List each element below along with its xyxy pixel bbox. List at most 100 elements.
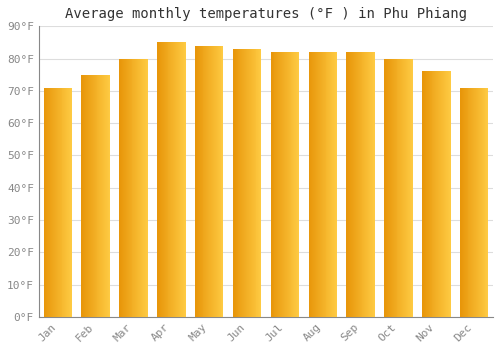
Bar: [92, 75, 94, 317]
Bar: [403, 58, 404, 317]
Bar: [391, 58, 392, 317]
Bar: [107, 75, 108, 317]
Bar: [243, 49, 244, 317]
Bar: [448, 71, 450, 317]
Bar: [335, 52, 336, 317]
Bar: [319, 52, 320, 317]
Bar: [92, 75, 93, 317]
Bar: [119, 58, 120, 317]
Bar: [143, 58, 144, 317]
Bar: [127, 58, 128, 317]
Bar: [480, 88, 481, 317]
Bar: [283, 52, 284, 317]
Bar: [351, 52, 352, 317]
Bar: [250, 49, 251, 317]
Bar: [90, 75, 91, 317]
Bar: [384, 58, 385, 317]
Bar: [333, 52, 334, 317]
Bar: [479, 88, 480, 317]
Bar: [54, 88, 55, 317]
Bar: [400, 58, 402, 317]
Bar: [362, 52, 364, 317]
Bar: [214, 46, 215, 317]
Bar: [404, 58, 405, 317]
Bar: [130, 58, 132, 317]
Bar: [356, 52, 357, 317]
Bar: [462, 88, 463, 317]
Bar: [162, 42, 163, 317]
Bar: [62, 88, 64, 317]
Bar: [476, 88, 477, 317]
Bar: [446, 71, 448, 317]
Bar: [209, 46, 210, 317]
Bar: [124, 58, 125, 317]
Bar: [310, 52, 312, 317]
Bar: [308, 52, 337, 317]
Bar: [390, 58, 391, 317]
Bar: [276, 52, 278, 317]
Bar: [270, 52, 272, 317]
Bar: [272, 52, 274, 317]
Bar: [159, 42, 160, 317]
Bar: [216, 46, 218, 317]
Bar: [313, 52, 314, 317]
Bar: [443, 71, 444, 317]
Bar: [422, 71, 423, 317]
Bar: [177, 42, 178, 317]
Bar: [355, 52, 356, 317]
Bar: [125, 58, 126, 317]
Bar: [353, 52, 354, 317]
Bar: [423, 71, 424, 317]
Bar: [410, 58, 412, 317]
Bar: [287, 52, 288, 317]
Bar: [248, 49, 249, 317]
Bar: [196, 46, 197, 317]
Bar: [218, 46, 220, 317]
Bar: [126, 58, 127, 317]
Bar: [246, 49, 247, 317]
Bar: [48, 88, 50, 317]
Bar: [405, 58, 406, 317]
Bar: [364, 52, 366, 317]
Bar: [69, 88, 70, 317]
Bar: [258, 49, 260, 317]
Bar: [430, 71, 432, 317]
Bar: [166, 42, 168, 317]
Bar: [408, 58, 409, 317]
Bar: [352, 52, 353, 317]
Bar: [316, 52, 317, 317]
Bar: [52, 88, 53, 317]
Bar: [103, 75, 104, 317]
Bar: [141, 58, 142, 317]
Bar: [67, 88, 68, 317]
Bar: [367, 52, 368, 317]
Bar: [466, 88, 468, 317]
Bar: [484, 88, 486, 317]
Bar: [368, 52, 369, 317]
Bar: [428, 71, 430, 317]
Bar: [398, 58, 400, 317]
Bar: [294, 52, 296, 317]
Bar: [136, 58, 138, 317]
Bar: [424, 71, 425, 317]
Bar: [128, 58, 130, 317]
Bar: [51, 88, 52, 317]
Bar: [481, 88, 482, 317]
Bar: [308, 52, 310, 317]
Bar: [53, 88, 54, 317]
Bar: [213, 46, 214, 317]
Bar: [285, 52, 286, 317]
Bar: [251, 49, 252, 317]
Bar: [119, 58, 148, 317]
Bar: [195, 46, 224, 317]
Bar: [317, 52, 318, 317]
Bar: [88, 75, 89, 317]
Bar: [422, 71, 450, 317]
Bar: [121, 58, 122, 317]
Bar: [202, 46, 203, 317]
Bar: [161, 42, 162, 317]
Bar: [172, 42, 173, 317]
Bar: [240, 49, 242, 317]
Bar: [297, 52, 298, 317]
Bar: [270, 52, 299, 317]
